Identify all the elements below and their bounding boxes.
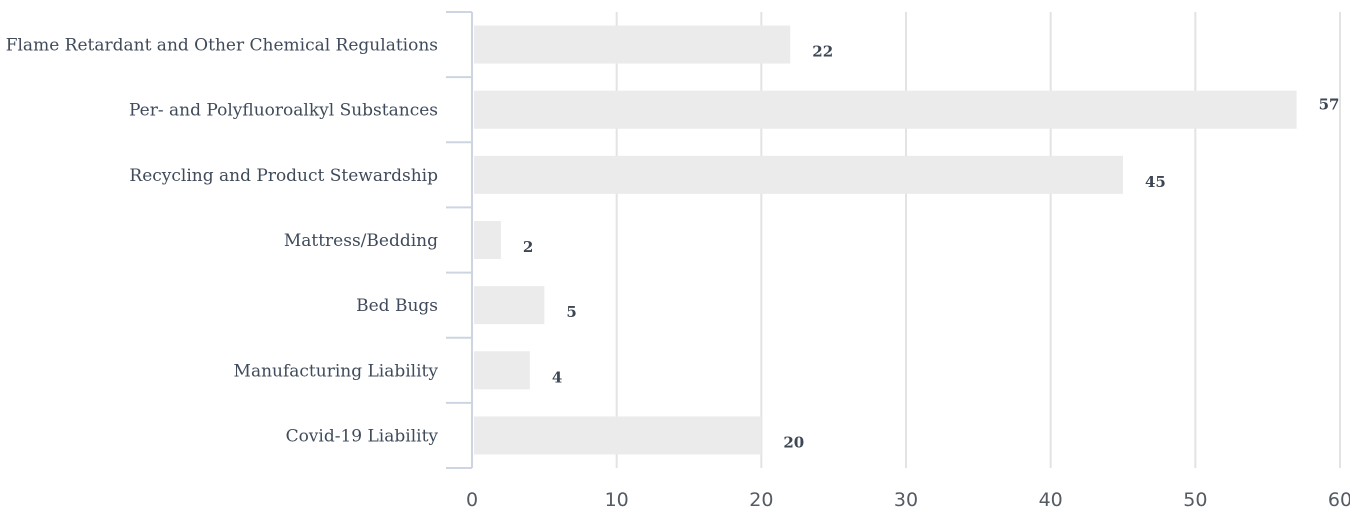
- value-label: 45: [1145, 173, 1166, 191]
- bar: [474, 155, 1123, 194]
- gridlines: [615, 12, 1341, 468]
- category-label: Manufacturing Liability: [234, 361, 439, 381]
- category-label: Recycling and Product Stewardship: [129, 166, 438, 186]
- x-tick-label: 10: [605, 489, 629, 511]
- value-label: 5: [566, 303, 576, 321]
- category-axis: [446, 11, 473, 469]
- bar: [474, 25, 791, 64]
- value-label: 22: [812, 43, 833, 61]
- x-tick-label: 30: [894, 489, 918, 511]
- x-tick-label: 60: [1328, 489, 1350, 511]
- x-tick-label: 50: [1183, 489, 1207, 511]
- x-tick-label: 20: [749, 489, 773, 511]
- bar: [474, 90, 1297, 129]
- x-tick-label: 0: [466, 489, 478, 511]
- category-label: Covid-19 Liability: [286, 426, 439, 446]
- value-label: 4: [552, 368, 562, 386]
- bar: [474, 221, 501, 259]
- bar: [474, 416, 762, 455]
- x-tick-label: 40: [1039, 489, 1063, 511]
- category-label: Flame Retardant and Other Chemical Regul…: [6, 36, 438, 56]
- value-label: 2: [523, 238, 533, 256]
- category-label: Bed Bugs: [356, 296, 438, 316]
- labels: 0 10 20 30 40 50 60 22 Flame Retardant and Other…: [6, 36, 1350, 511]
- bars: [474, 25, 1297, 455]
- bar: [474, 351, 530, 390]
- bar: [474, 286, 545, 325]
- value-label: 20: [783, 433, 804, 451]
- category-label: Mattress/Bedding: [284, 231, 438, 251]
- value-label: 57: [1319, 96, 1340, 114]
- category-label: Per- and Polyfluoroalkyl Substances: [129, 101, 438, 121]
